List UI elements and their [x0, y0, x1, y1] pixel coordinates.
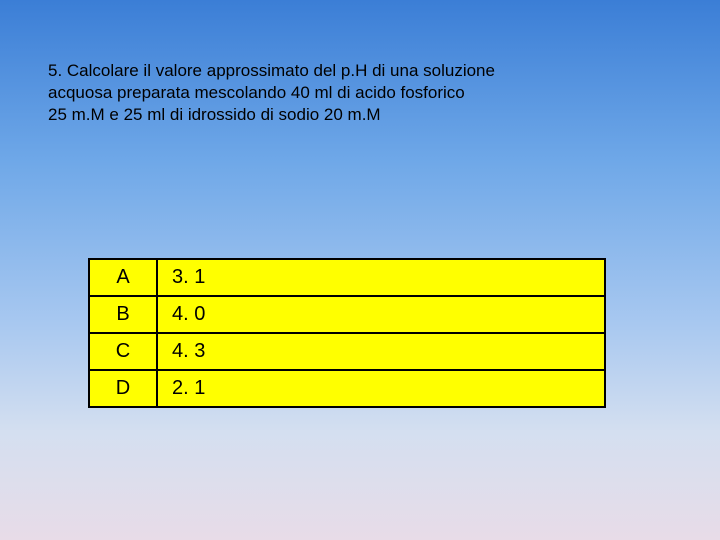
question-text: 5. Calcolare il valore approssimato del … — [48, 60, 660, 126]
question-line-1: 5. Calcolare il valore approssimato del … — [48, 61, 495, 80]
answer-value: 2. 1 — [157, 370, 605, 407]
answer-letter: A — [89, 259, 157, 296]
table-row: B 4. 0 — [89, 296, 605, 333]
answer-letter: C — [89, 333, 157, 370]
answer-value: 4. 3 — [157, 333, 605, 370]
answer-table: A 3. 1 B 4. 0 C 4. 3 D 2. 1 — [88, 258, 606, 408]
answer-letter: D — [89, 370, 157, 407]
table-row: D 2. 1 — [89, 370, 605, 407]
question-line-2: acquosa preparata mescolando 40 ml di ac… — [48, 83, 465, 102]
answer-value: 4. 0 — [157, 296, 605, 333]
answer-value: 3. 1 — [157, 259, 605, 296]
answer-letter: B — [89, 296, 157, 333]
table-row: A 3. 1 — [89, 259, 605, 296]
question-line-3: 25 m.M e 25 ml di idrossido di sodio 20 … — [48, 105, 381, 124]
table-row: C 4. 3 — [89, 333, 605, 370]
